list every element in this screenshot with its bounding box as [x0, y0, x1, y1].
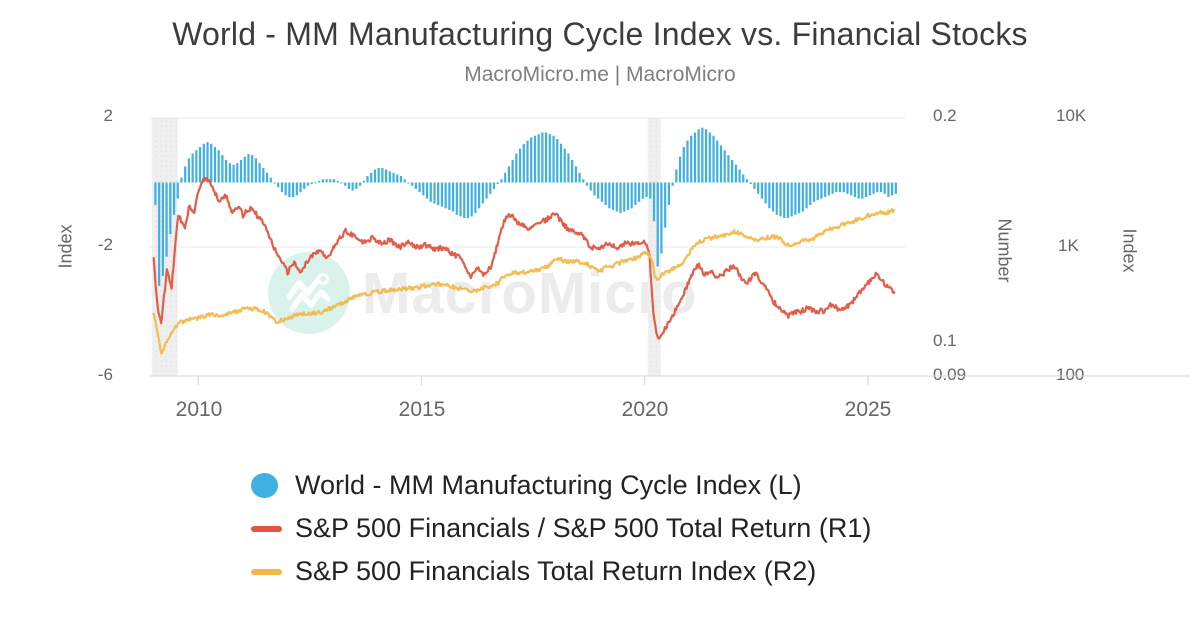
legend-marker-circle-icon — [251, 473, 291, 498]
x-axis-tick-2010: 2010 — [175, 398, 223, 421]
sp500-financials-ratio-line — [152, 176, 896, 340]
r1-axis-tick: 0.1 — [933, 331, 957, 350]
legend-label: World - MM Manufacturing Cycle Index (L) — [295, 470, 802, 500]
r2-axis-tick: 100 — [1056, 365, 1085, 384]
r2-axis-tick: 10K — [1056, 106, 1087, 125]
x-axis-tick-2020: 2020 — [621, 398, 669, 421]
legend-marker-dash-icon — [251, 568, 291, 575]
left-axis-tick: 2 — [103, 106, 113, 125]
legend-item-financials-index[interactable]: S&P 500 Financials Total Return Index (R… — [251, 550, 871, 593]
r1-axis-tick: 0.09 — [933, 365, 967, 384]
legend-item-cycle-index[interactable]: World - MM Manufacturing Cycle Index (L) — [251, 464, 871, 507]
legend-label: S&P 500 Financials / S&P 500 Total Retur… — [295, 513, 872, 543]
legend: World - MM Manufacturing Cycle Index (L)… — [251, 464, 871, 593]
chart-title: World - MM Manufacturing Cycle Index vs.… — [172, 16, 1028, 52]
legend-item-financials-ratio[interactable]: S&P 500 Financials / S&P 500 Total Retur… — [251, 507, 871, 550]
legend-marker-dash-icon — [251, 525, 291, 532]
x-axis-tick-2015: 2015 — [398, 398, 446, 421]
left-axis-tick: -6 — [97, 365, 113, 384]
x-axis-tick-2025: 2025 — [844, 398, 892, 421]
chart-subtitle: MacroMicro.me | MacroMicro — [464, 63, 736, 86]
legend-label: S&P 500 Financials Total Return Index (R… — [295, 556, 817, 586]
cycle-index-bars — [154, 127, 897, 286]
r1-axis-tick: 0.2 — [933, 106, 957, 125]
left-axis-tick: -2 — [97, 235, 113, 254]
macromicro-logo-icon — [286, 273, 331, 312]
r2-axis-tick: 1K — [1058, 236, 1079, 255]
sp500-financials-index-line — [152, 208, 896, 355]
